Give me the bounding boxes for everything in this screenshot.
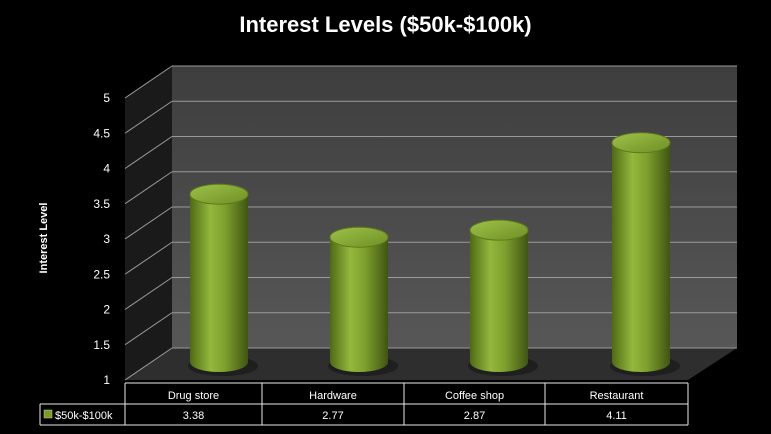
bar-body	[330, 237, 388, 372]
bars	[188, 132, 680, 376]
y-tick-label: 1	[103, 373, 110, 387]
bar	[610, 132, 680, 376]
data-value: 4.11	[606, 410, 627, 422]
gridline-side	[124, 171, 173, 205]
y-tick-label: 5	[103, 91, 110, 105]
bar-body	[470, 230, 528, 372]
data-value: 2.77	[322, 410, 343, 422]
bar-body	[190, 194, 248, 372]
data-value: 2.87	[464, 410, 485, 422]
legend-series-name: $50k-$100k	[55, 410, 113, 422]
floor	[125, 348, 737, 380]
gridline-side	[124, 136, 173, 169]
y-tick-label: 4.5	[93, 126, 110, 140]
bar	[468, 219, 538, 376]
category-label: Restaurant	[590, 390, 644, 402]
data-table: Drug store Hardware Coffee shop Restaurant 3…	[39, 382, 689, 426]
y-axis-ticks: 1 1.5 2 2.5 3 3.5 4 4.5 5	[93, 91, 110, 387]
bar-top	[469, 219, 529, 241]
y-tick-label: 2	[103, 303, 110, 317]
y-tick-label: 1.5	[93, 338, 110, 352]
gridline-side	[124, 206, 173, 240]
gridline-side	[124, 347, 173, 381]
category-label: Hardware	[309, 390, 357, 402]
y-tick-label: 4	[103, 162, 110, 176]
data-value: 3.38	[183, 410, 204, 422]
category-label: Coffee shop	[445, 390, 504, 402]
legend-swatch	[43, 409, 53, 419]
gridline-side	[124, 277, 173, 310]
bar	[188, 183, 258, 376]
category-label: Drug store	[168, 390, 219, 402]
bar-top	[329, 226, 389, 248]
gridline-side	[124, 100, 173, 134]
bar-top	[611, 132, 671, 154]
bar-top	[189, 183, 249, 205]
y-tick-label: 3.5	[93, 197, 110, 211]
gridline-side	[124, 241, 173, 275]
gridline-side	[124, 312, 173, 346]
y-tick-label: 2.5	[93, 267, 110, 281]
bar	[328, 226, 398, 376]
chart-title: Interest Levels ($50k-$100k)	[239, 12, 532, 37]
bar-body	[612, 142, 670, 372]
gridline-side	[124, 65, 173, 99]
y-tick-label: 3	[103, 232, 110, 246]
